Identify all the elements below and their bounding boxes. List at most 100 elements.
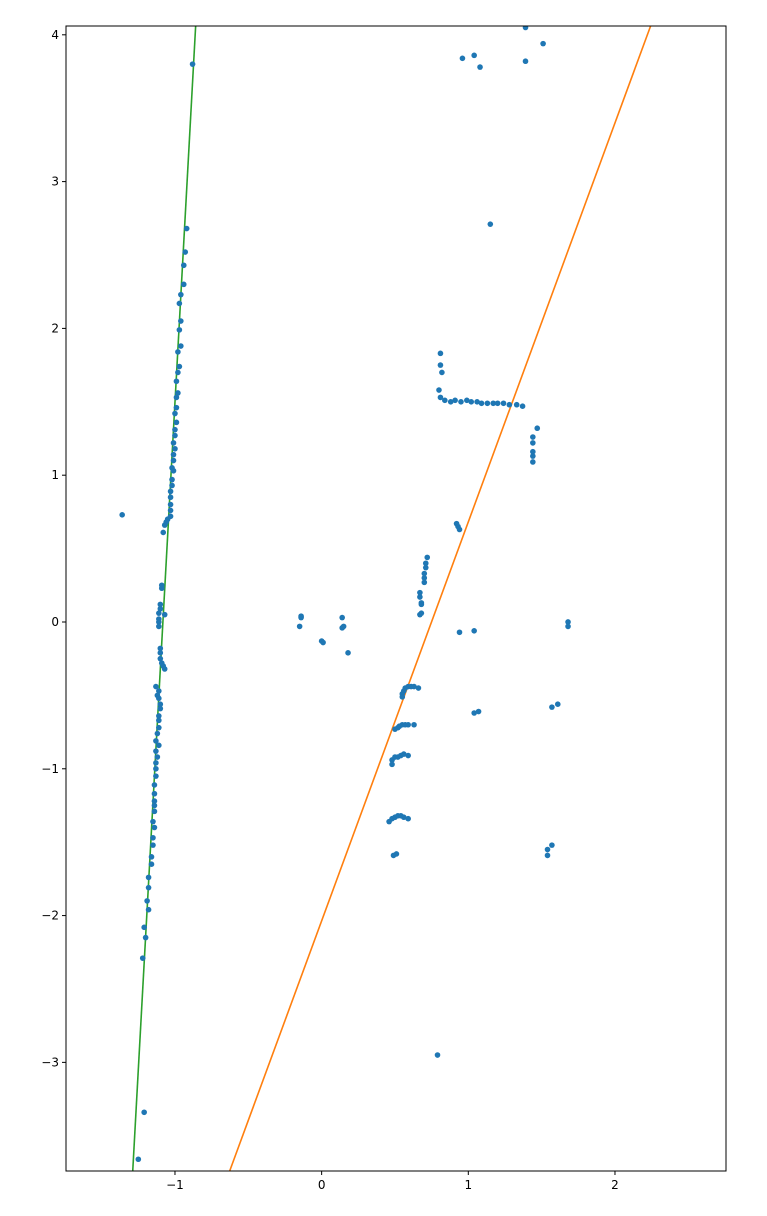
scatter-point	[170, 457, 177, 464]
scatter-point	[142, 934, 149, 941]
scatter-point	[530, 440, 536, 446]
scatter-point	[459, 55, 466, 62]
y-tick-label: −1	[41, 762, 59, 776]
scatter-point	[169, 476, 175, 483]
scatter-point	[399, 694, 406, 700]
scatter-point	[153, 738, 159, 744]
scatter-point	[437, 362, 444, 368]
fit-line	[228, 26, 652, 1171]
scatter-point	[154, 730, 161, 737]
scatter-point	[169, 482, 175, 489]
scatter-point	[421, 579, 428, 586]
x-tick-label: −1	[166, 1178, 184, 1192]
scatter-point	[119, 512, 125, 518]
scatter-point	[298, 614, 304, 621]
scatter-point	[172, 432, 178, 439]
scatter-point	[156, 619, 162, 625]
scatter-point	[421, 570, 428, 577]
scatter-point	[145, 884, 152, 891]
scatter-point	[477, 64, 483, 70]
scatter-point	[421, 575, 428, 581]
scatter-point	[484, 400, 491, 407]
scatter-point	[471, 710, 477, 716]
scatter-point	[530, 434, 536, 440]
scatter-point	[437, 394, 444, 401]
scatter-point	[172, 410, 178, 417]
scatter-point	[189, 61, 196, 67]
scatter-point	[157, 655, 164, 662]
y-tick-label: 2	[51, 321, 59, 335]
scatter-point	[554, 701, 561, 707]
scatter-point	[161, 522, 168, 528]
scatter-point	[148, 854, 155, 860]
scatter-point	[176, 327, 183, 333]
scatter-point	[393, 851, 400, 857]
scatter-point	[437, 350, 444, 357]
scatter-point	[339, 625, 345, 631]
scatter-point	[506, 401, 513, 408]
scatter-point	[487, 221, 494, 227]
scatter-point	[400, 814, 407, 821]
fit-line	[131, 26, 197, 1171]
scatter-point	[151, 782, 158, 788]
scatter-point	[150, 834, 156, 841]
scatter-point	[148, 861, 155, 867]
scatter-point	[434, 1052, 441, 1058]
y-tick-label: 4	[51, 28, 59, 42]
scatter-point	[151, 802, 158, 809]
y-tick-label: 0	[51, 615, 59, 629]
scatter-point	[151, 824, 158, 831]
scatter-point	[549, 704, 555, 710]
scatter-point	[141, 924, 147, 931]
scatter-point	[153, 773, 159, 779]
scatter-point	[436, 387, 442, 393]
scatter-point	[471, 52, 477, 59]
scatter-point	[422, 560, 429, 567]
scatter-point	[439, 369, 445, 376]
scatter-point	[180, 262, 187, 269]
scatter-point	[145, 874, 152, 881]
scatter-point	[422, 564, 429, 571]
scatter-point	[156, 742, 162, 749]
scatter-point	[544, 846, 551, 853]
scatter-point	[183, 225, 190, 232]
scatter-point	[153, 765, 159, 772]
scatter-point	[150, 818, 156, 825]
scatter-point	[478, 400, 485, 407]
scatter-point	[540, 40, 546, 47]
scatter-point	[456, 629, 463, 636]
scatter-point	[172, 445, 178, 452]
scatter-point	[176, 300, 183, 307]
scatter-point	[296, 623, 303, 630]
scatter-point	[161, 666, 168, 672]
scatter-point	[544, 852, 551, 859]
scatter-point	[157, 605, 164, 612]
scatter-point	[167, 501, 174, 508]
scatter-point	[464, 397, 470, 404]
scatter-point	[442, 397, 448, 404]
scatter-point	[173, 378, 180, 385]
scatter-point	[405, 721, 411, 728]
scatter-point	[157, 650, 164, 656]
scatter-point	[156, 688, 162, 694]
scatter-point	[405, 752, 411, 759]
scatter-point	[549, 842, 555, 848]
scatter-point	[172, 426, 178, 433]
y-tick-label: −3	[41, 1055, 59, 1069]
scatter-point	[452, 397, 458, 404]
scatter-point	[145, 906, 152, 913]
scatter-point	[135, 1156, 142, 1163]
scatter-point	[424, 554, 431, 561]
scatter-point	[154, 754, 161, 760]
x-tick-label: 0	[318, 1178, 326, 1192]
scatter-point	[156, 717, 162, 724]
scatter-point	[178, 343, 184, 349]
scatter-point	[139, 955, 146, 961]
y-tick-label: −2	[41, 909, 59, 923]
scatter-point	[144, 898, 150, 904]
scatter-point	[161, 611, 168, 618]
scatter-point	[158, 585, 165, 592]
scatter-point	[173, 394, 180, 401]
scatter-point	[405, 815, 411, 822]
scatter-point	[170, 440, 177, 446]
